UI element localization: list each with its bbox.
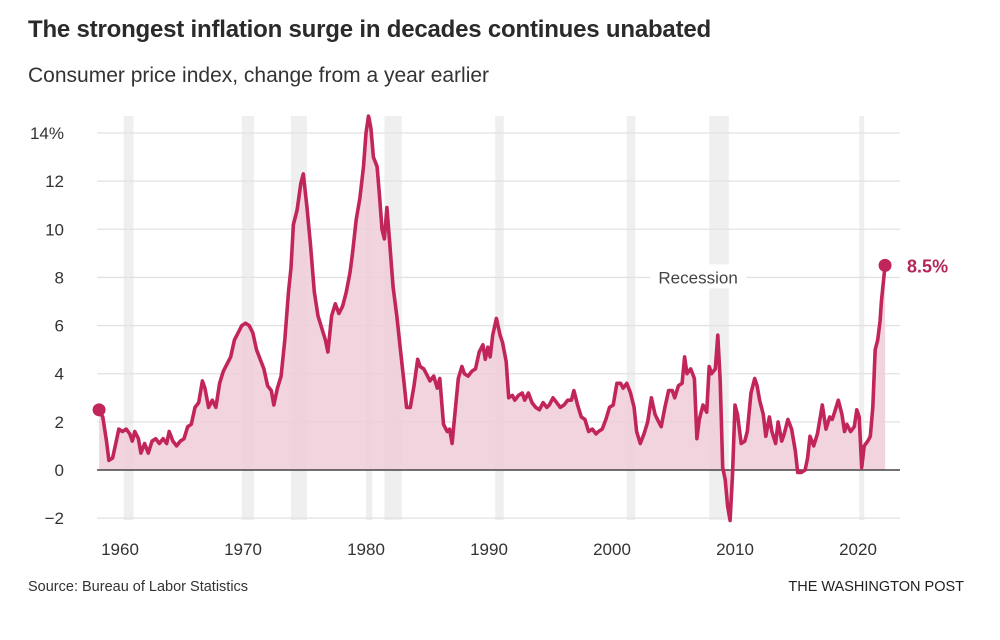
source-note: Source: Bureau of Labor Statistics (28, 579, 249, 595)
series-area (99, 116, 886, 521)
end-point-marker (878, 258, 892, 272)
x-tick-label: 1980 (347, 540, 385, 559)
y-tick-label: 12 (45, 172, 64, 191)
y-tick-label: 4 (55, 365, 64, 384)
recession-band (626, 116, 636, 520)
y-tick-label: 0 (55, 461, 64, 480)
y-tick-label: 14% (30, 124, 64, 143)
chart-subtitle: Consumer price index, change from a year… (28, 64, 490, 87)
x-axis-labels: 1960 1970 1980 1990 2000 2010 2020 (101, 540, 877, 559)
x-tick-label: 2010 (716, 540, 754, 559)
x-tick-label: 1990 (470, 540, 508, 559)
y-tick-label: 2 (55, 413, 64, 432)
series-line (97, 114, 887, 523)
x-tick-label: 1970 (224, 540, 262, 559)
latest-value-label: 8.5% (907, 256, 948, 276)
y-tick-label: 8 (55, 268, 64, 287)
x-tick-label: 2020 (839, 540, 877, 559)
recession-band (859, 116, 865, 520)
recession-band (495, 116, 504, 520)
recession-annotation: Recession (658, 268, 737, 287)
start-point-marker (92, 403, 106, 417)
annotations: Recession 8.5% (650, 256, 948, 289)
y-tick-label: 10 (45, 220, 64, 239)
series-area-fill (99, 116, 886, 521)
y-axis-labels: −2 0 2 4 6 8 10 12 14% (30, 124, 64, 528)
recession-band (123, 116, 134, 520)
annotation-background (650, 264, 747, 289)
publisher-credit: THE WASHINGTON POST (788, 579, 964, 595)
x-tick-label: 1960 (101, 540, 139, 559)
chart-title: The strongest inflation surge in decades… (28, 16, 711, 43)
y-tick-label: 6 (55, 317, 64, 336)
series-line-group (92, 114, 892, 523)
y-tick-label: −2 (45, 509, 64, 528)
x-tick-label: 2000 (593, 540, 631, 559)
